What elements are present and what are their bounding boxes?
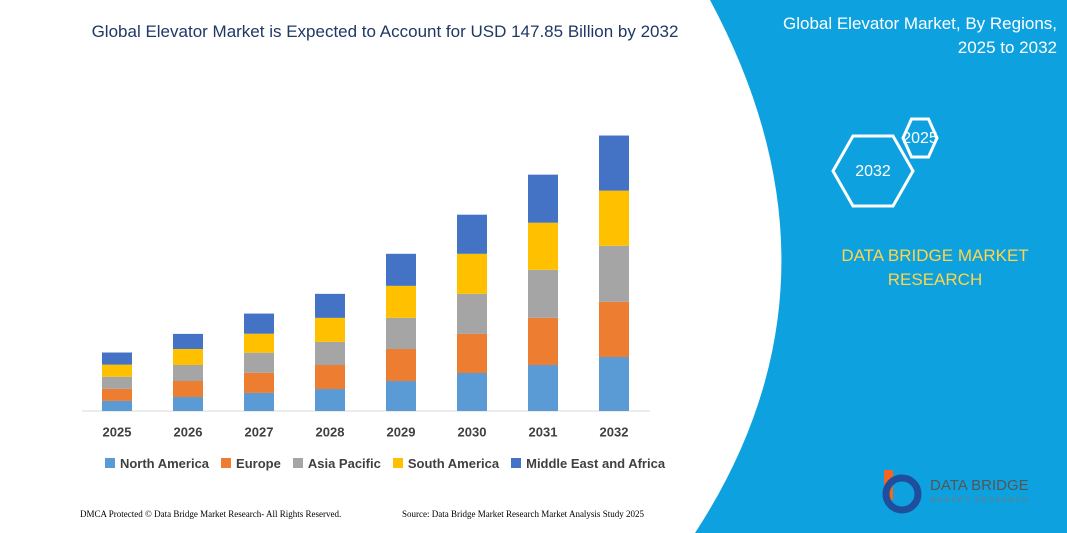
bar-segment <box>244 313 274 334</box>
bar-segment <box>386 381 416 411</box>
legend-swatch <box>511 458 522 468</box>
bar-segment <box>244 333 274 353</box>
legend-swatch <box>221 458 232 468</box>
bar-segment <box>173 333 203 349</box>
chart-title: Global Elevator Market is Expected to Ac… <box>91 22 679 41</box>
bar-segment <box>528 364 558 411</box>
x-tick-label: 2025 <box>103 424 132 439</box>
bar-segment <box>386 253 416 286</box>
bar-segment <box>528 222 558 270</box>
x-tick-label: 2031 <box>529 424 558 439</box>
bar-segment <box>457 293 487 334</box>
bar-segment <box>102 352 132 365</box>
x-tick-label: 2026 <box>174 424 203 439</box>
bar-segment <box>244 352 274 373</box>
bar-segment <box>315 364 345 390</box>
legend-label: South America <box>407 456 500 471</box>
x-tick-label: 2027 <box>245 424 274 439</box>
bar-segment <box>599 356 629 411</box>
panel-title: Global Elevator Market, By Regions, 2025… <box>782 14 1057 57</box>
footer-left: DMCA Protected © Data Bridge Market Rese… <box>80 509 342 519</box>
bar-segment <box>528 317 558 365</box>
logo-icon <box>882 470 922 514</box>
legend-label: Asia Pacific <box>307 456 381 471</box>
bar-segment <box>528 269 558 318</box>
legend-item: South America <box>392 456 500 471</box>
legend-item: Middle East and Africa <box>511 456 665 471</box>
bar-segment <box>315 317 345 342</box>
legend-label: Middle East and Africa <box>526 456 666 471</box>
legend-label: Europe <box>236 456 281 471</box>
x-tick-label: 2032 <box>600 424 629 439</box>
bar-segment <box>244 392 274 411</box>
bar-segment <box>315 293 345 318</box>
legend-item: Asia Pacific <box>292 456 381 471</box>
bar-segment <box>457 253 487 294</box>
bar-segment <box>457 333 487 374</box>
bar-segment <box>599 135 629 191</box>
bar-segment <box>173 348 203 365</box>
bar-segment <box>528 174 558 223</box>
bar-segment <box>102 400 132 411</box>
legend-swatch <box>104 458 115 468</box>
bar-segment <box>599 190 629 246</box>
legend-item: Europe <box>221 456 281 471</box>
legend-item: North America <box>104 456 210 471</box>
logo-subtext: MARKET RESEARCH <box>930 497 1030 504</box>
bar-segment <box>386 348 416 382</box>
legend-swatch <box>292 458 303 468</box>
bar-segment <box>386 285 416 318</box>
hexagon <box>831 134 915 208</box>
logo-text: DATA BRIDGE <box>930 477 1029 494</box>
side-panel <box>695 0 1067 533</box>
brand-text: DATA BRIDGE MARKET RESEARCH <box>841 246 1029 289</box>
legend-swatch <box>392 458 403 468</box>
footer-right: Source: Data Bridge Market Research Mark… <box>402 509 644 519</box>
bar-segment <box>457 214 487 254</box>
bar-segment <box>102 388 132 401</box>
bar-segment <box>386 317 416 349</box>
bar-segment <box>102 364 132 377</box>
bar-segment <box>599 301 629 357</box>
bar-segment <box>102 376 132 389</box>
hexagon-label: 2025 <box>902 130 938 147</box>
hexagon <box>901 117 939 159</box>
bar-segment <box>315 389 345 411</box>
bar-segment <box>457 373 487 411</box>
legend-label: North America <box>119 456 210 471</box>
bar-segment <box>173 364 203 382</box>
hexagon-label: 2032 <box>855 163 891 180</box>
legend: North America Europe Asia Pacific South Ame… <box>60 456 710 471</box>
bar-segment <box>315 341 345 365</box>
x-tick-label: 2029 <box>387 424 416 439</box>
x-tick-label: 2028 <box>316 424 345 439</box>
bar-segment <box>173 381 203 398</box>
bar-segment <box>244 372 274 393</box>
bar-segment <box>173 397 203 411</box>
bar-segment <box>599 245 629 302</box>
x-tick-label: 2030 <box>458 424 487 439</box>
